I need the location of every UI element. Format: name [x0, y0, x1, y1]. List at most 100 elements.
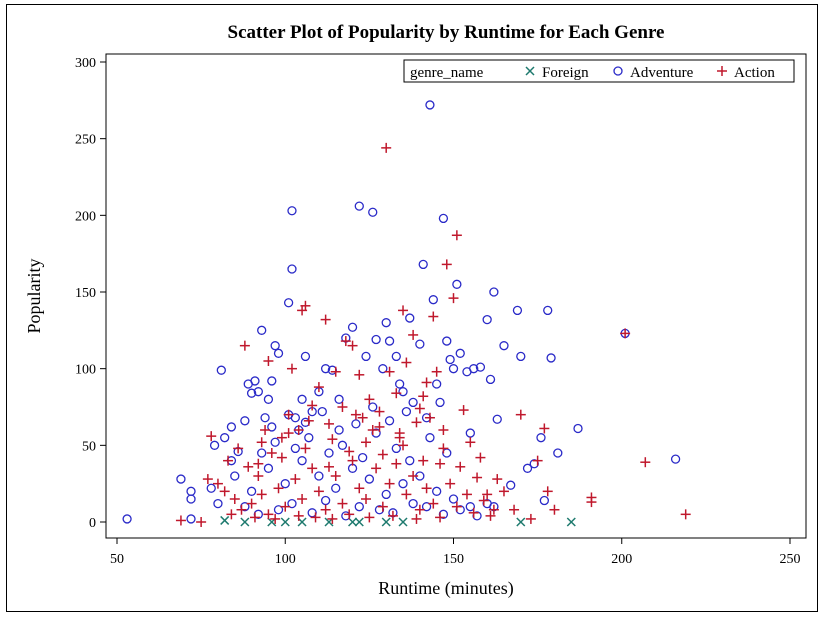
action-point [283, 428, 294, 439]
action-point [212, 478, 223, 489]
action-point [498, 486, 509, 497]
action-point [347, 455, 358, 466]
action-point [253, 471, 264, 481]
action-point [488, 504, 499, 515]
action-point [509, 504, 520, 515]
adventure-point [381, 318, 391, 328]
foreign-point-b [280, 517, 290, 527]
foreign-point-b [220, 515, 230, 525]
action-point [361, 494, 372, 504]
action-point [226, 509, 237, 520]
adventure-point [280, 479, 290, 489]
legend: genre_name Foreign Adventure Action [403, 59, 795, 83]
action-point [246, 498, 257, 509]
adventure-point [297, 394, 307, 404]
adventure-point [405, 313, 415, 323]
adventure-point [522, 463, 533, 473]
action-point [256, 437, 267, 448]
adventure-point [240, 416, 250, 426]
action-point [344, 446, 355, 457]
adventure-point [438, 213, 449, 224]
action-point [377, 501, 388, 512]
action-point [391, 388, 402, 399]
action-point [451, 230, 462, 241]
action-point [286, 363, 297, 374]
action-point [320, 504, 331, 515]
adventure-point [260, 413, 270, 423]
foreign-point [220, 515, 230, 525]
adventure-point [320, 495, 331, 506]
action-point [549, 504, 560, 515]
action-point [468, 507, 479, 518]
adventure-point [425, 100, 435, 110]
action-point [384, 366, 395, 377]
action-point [233, 443, 244, 454]
adventure-point [408, 397, 418, 408]
adventure-point [371, 334, 381, 345]
action-point [219, 486, 230, 497]
foreign-point [240, 517, 250, 527]
adventure-point [432, 379, 442, 389]
action-point [300, 443, 311, 454]
adventure-point [408, 498, 418, 509]
action-point [381, 142, 392, 153]
action-point [337, 402, 348, 412]
action-point [236, 504, 247, 515]
action-point [300, 300, 311, 311]
action-point [478, 495, 489, 506]
series-action [175, 142, 691, 527]
action-point [525, 513, 536, 524]
action-point [307, 463, 318, 474]
x-axis: 50 100 150 200 250 [110, 538, 801, 567]
y-tick-label: 0 [89, 516, 96, 531]
action-point [357, 412, 368, 423]
adventure-point [448, 364, 459, 374]
adventure-point [378, 364, 388, 374]
foreign-point [354, 517, 364, 527]
adventure-point [543, 305, 553, 316]
action-point [256, 489, 267, 500]
adventure-point [230, 471, 240, 481]
action-point [398, 305, 409, 316]
y-tick-label: 250 [75, 133, 96, 148]
x-tick-label: 200 [611, 552, 632, 567]
series-foreign [220, 515, 576, 527]
x-axis-label: Runtime (minutes) [378, 578, 513, 599]
legend-title: genre_name [410, 65, 484, 81]
action-point [421, 483, 432, 494]
adventure-point [270, 341, 280, 351]
adventure-point [273, 348, 284, 358]
action-point [472, 472, 483, 483]
action-point [680, 509, 691, 520]
adventure-point [421, 502, 432, 512]
foreign-point-b [354, 517, 364, 527]
foreign-point-b [381, 517, 391, 527]
action-point [243, 461, 254, 472]
action-point [398, 440, 409, 451]
x-tick-label: 100 [275, 552, 296, 567]
adventure-point [435, 397, 445, 408]
adventure-point [267, 422, 277, 432]
adventure-point [216, 365, 226, 375]
chart-frame [6, 4, 818, 612]
adventure-point [670, 454, 681, 464]
adventure-point [475, 362, 486, 372]
adventure-point [357, 452, 368, 463]
action-point [293, 425, 304, 435]
y-tick-label: 200 [75, 209, 96, 224]
action-point [283, 409, 294, 420]
adventure-point [122, 514, 132, 524]
action-point [445, 478, 456, 489]
action-point [313, 486, 324, 497]
action-point [354, 369, 365, 380]
action-point [428, 311, 439, 322]
adventure-point [186, 494, 196, 504]
adventure-point [324, 448, 334, 458]
adventure-point [334, 394, 344, 404]
adventure-point [314, 471, 324, 481]
action-point [270, 513, 281, 524]
adventure-point [263, 463, 274, 473]
adventure-point [398, 479, 408, 489]
x-tick-label: 150 [443, 552, 464, 567]
